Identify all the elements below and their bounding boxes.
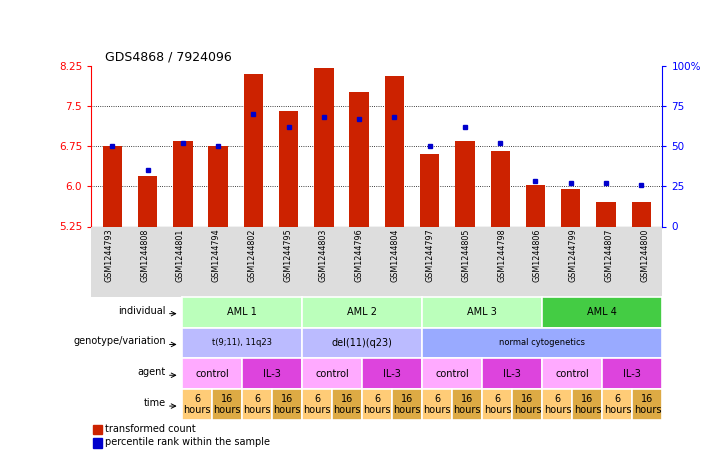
Bar (526, 185, 545, 226)
Bar (350, 92, 369, 226)
Text: 16
hours: 16 hours (634, 394, 661, 415)
Bar (279, 111, 299, 226)
Bar (420, 154, 440, 226)
Text: control: control (435, 369, 469, 379)
Text: 16
hours: 16 hours (214, 394, 241, 415)
Bar (93, 439, 102, 448)
Text: 6
hours: 6 hours (544, 394, 571, 415)
Bar (244, 74, 263, 226)
Bar (632, 202, 651, 226)
Text: percentile rank within the sample: percentile rank within the sample (104, 437, 270, 447)
Text: IL-3: IL-3 (383, 369, 401, 379)
Text: 6
hours: 6 hours (423, 394, 451, 415)
Text: 6
hours: 6 hours (243, 394, 271, 415)
Text: 6
hours: 6 hours (184, 394, 211, 415)
Text: GSM1244796: GSM1244796 (355, 229, 363, 282)
Bar (455, 141, 475, 226)
Text: control: control (555, 369, 590, 379)
Bar (385, 77, 404, 226)
Text: 6
hours: 6 hours (304, 394, 331, 415)
Bar (173, 141, 193, 226)
Text: IL-3: IL-3 (623, 369, 641, 379)
Text: 16
hours: 16 hours (393, 394, 421, 415)
Text: del(11)(q23): del(11)(q23) (332, 338, 393, 348)
Text: GSM1244798: GSM1244798 (497, 229, 506, 282)
Bar (208, 146, 228, 226)
Text: GSM1244793: GSM1244793 (104, 229, 114, 282)
Text: GSM1244805: GSM1244805 (461, 229, 470, 282)
Bar (93, 424, 102, 434)
Bar (491, 151, 510, 226)
Text: AML 3: AML 3 (468, 307, 497, 317)
Text: 16
hours: 16 hours (273, 394, 301, 415)
Text: GSM1244794: GSM1244794 (212, 229, 221, 282)
Text: transformed count: transformed count (104, 424, 196, 434)
Text: GDS4868 / 7924096: GDS4868 / 7924096 (105, 50, 232, 63)
Text: 16
hours: 16 hours (514, 394, 541, 415)
Text: AML 2: AML 2 (347, 307, 377, 317)
Text: 6
hours: 6 hours (484, 394, 511, 415)
Bar (597, 202, 615, 226)
Text: IL-3: IL-3 (503, 369, 522, 379)
Text: normal cytogenetics: normal cytogenetics (499, 338, 585, 347)
Text: GSM1244800: GSM1244800 (640, 229, 649, 282)
Text: agent: agent (137, 367, 166, 377)
Text: GSM1244797: GSM1244797 (426, 229, 435, 282)
Text: GSM1244803: GSM1244803 (319, 229, 328, 282)
Text: GSM1244804: GSM1244804 (390, 229, 399, 282)
Text: control: control (196, 369, 229, 379)
Text: GSM1244807: GSM1244807 (604, 229, 613, 282)
Text: GSM1244795: GSM1244795 (283, 229, 292, 282)
Text: GSM1244801: GSM1244801 (176, 229, 185, 282)
Text: GSM1244808: GSM1244808 (140, 229, 149, 282)
Text: IL-3: IL-3 (264, 369, 281, 379)
Text: t(9;11), 11q23: t(9;11), 11q23 (212, 338, 272, 347)
Text: control: control (315, 369, 349, 379)
Text: 6
hours: 6 hours (364, 394, 391, 415)
Text: 16
hours: 16 hours (454, 394, 481, 415)
Text: genotype/variation: genotype/variation (73, 337, 166, 347)
Text: GSM1244799: GSM1244799 (569, 229, 578, 282)
Bar (102, 146, 122, 226)
Text: GSM1244806: GSM1244806 (533, 229, 542, 282)
Text: 16
hours: 16 hours (334, 394, 361, 415)
Bar (138, 176, 157, 226)
Text: 6
hours: 6 hours (604, 394, 631, 415)
Text: time: time (144, 398, 166, 408)
Text: GSM1244802: GSM1244802 (247, 229, 257, 282)
Text: 16
hours: 16 hours (573, 394, 601, 415)
Text: AML 1: AML 1 (227, 307, 257, 317)
Bar (314, 68, 334, 226)
Text: individual: individual (118, 306, 166, 316)
Bar (561, 189, 580, 226)
Text: AML 4: AML 4 (587, 307, 618, 317)
